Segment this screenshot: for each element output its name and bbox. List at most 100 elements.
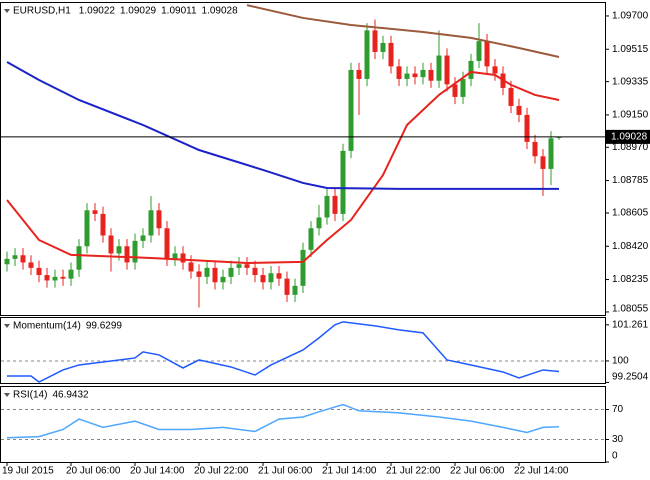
candle-body — [164, 228, 170, 259]
y-tick-label: 100 — [612, 356, 629, 367]
candle-body — [100, 213, 106, 236]
y-tick-label: 1.08420 — [612, 241, 649, 252]
candle-body — [300, 249, 306, 286]
candle-body — [260, 275, 266, 283]
candle-body — [172, 253, 178, 259]
candle-body — [228, 267, 234, 277]
candle-body — [12, 255, 18, 259]
x-tick-label: 22 Jul 06:00 — [450, 466, 505, 477]
candle-body — [92, 210, 98, 214]
candle-body — [348, 69, 354, 151]
header-value: 1.09028 — [202, 6, 239, 17]
x-tick-label: 20 Jul 22:00 — [194, 466, 249, 477]
candle-body — [148, 210, 154, 236]
x-tick-label: 19 Jul 2015 — [2, 466, 54, 477]
candle-body — [28, 262, 34, 268]
y-tick-label: 1.09150 — [612, 110, 649, 121]
candle-body — [308, 228, 314, 250]
candle-body — [340, 150, 346, 214]
plot — [1, 321, 605, 383]
header-value: 1.09011 — [161, 6, 197, 17]
candle-body — [76, 246, 82, 270]
candle-body — [556, 136, 562, 138]
indicator-line — [7, 321, 560, 383]
candle-body — [68, 269, 74, 279]
plot — [4, 4, 562, 308]
candle-body — [476, 41, 482, 61]
x-tick-label: 21 Jul 06:00 — [258, 466, 313, 477]
y-tick-label: 1.09515 — [612, 44, 649, 55]
indicator-value: 99.6299 — [86, 321, 123, 332]
moving-average — [246, 4, 560, 58]
panel-frame — [0, 317, 606, 384]
moving-average — [6, 70, 560, 265]
candle-body — [468, 60, 474, 79]
plot — [1, 403, 605, 440]
candle-body — [332, 195, 338, 214]
candle-body — [52, 276, 58, 281]
candle-body — [372, 30, 378, 52]
candle-body — [36, 267, 42, 276]
candle-body — [204, 267, 210, 277]
candle-body — [460, 78, 466, 97]
x-tick-label: 21 Jul 14:00 — [322, 466, 377, 477]
symbol-marker — [4, 9, 10, 13]
indicator-line — [6, 403, 560, 439]
candle-body — [116, 246, 122, 254]
candle-body — [236, 264, 242, 268]
candle-body — [60, 276, 66, 279]
header-value: 1.09029 — [120, 6, 157, 17]
y-tick-label: 1.08605 — [612, 208, 649, 219]
candle-body — [356, 69, 362, 79]
candle-body — [524, 114, 530, 142]
candle-body — [188, 262, 194, 272]
x-tick-label: 20 Jul 06:00 — [66, 466, 121, 477]
y-tick-label: 30 — [612, 434, 624, 445]
candle-body — [84, 210, 90, 247]
candle-body — [4, 258, 10, 265]
candle-body — [436, 55, 442, 81]
y-tick-label: 101.261 — [612, 319, 649, 330]
candle-body — [140, 235, 146, 241]
y-tick-label: 99.2504 — [612, 372, 649, 383]
candle-body — [124, 246, 130, 263]
candle-body — [292, 285, 298, 295]
candle-body — [484, 41, 490, 67]
y-tick-label: 1.08970 — [612, 142, 649, 153]
candle-body — [380, 42, 386, 52]
candle-body — [268, 273, 274, 283]
candle-body — [244, 264, 250, 268]
candle-body — [492, 66, 498, 74]
y-tick-label: 70 — [612, 404, 624, 415]
candle-body — [44, 275, 50, 281]
candle-body — [508, 87, 514, 106]
panel-frame — [0, 2, 606, 316]
chart-title: EURUSD,H1 — [13, 6, 71, 17]
y-tick-label: 1.09335 — [612, 76, 649, 87]
candle-body — [364, 30, 370, 79]
candle-body — [516, 105, 522, 115]
candle-body — [428, 69, 434, 81]
candle-body — [396, 66, 402, 79]
symbol-marker — [4, 324, 10, 328]
current-price-box — [606, 129, 650, 144]
y-tick-label: 1.08055 — [612, 304, 649, 315]
candle-body — [324, 195, 330, 218]
candle-body — [452, 84, 458, 97]
candle-body — [388, 42, 394, 67]
candle-body — [420, 69, 426, 78]
candle-body — [252, 267, 258, 276]
x-tick-label: 21 Jul 22:00 — [386, 466, 441, 477]
candle-body — [540, 156, 546, 169]
candle-body — [220, 276, 226, 283]
symbol-marker — [4, 393, 10, 397]
x-tick-label: 22 Jul 14:00 — [514, 466, 569, 477]
candle-body — [180, 253, 186, 263]
panel-frame — [0, 386, 606, 463]
candle-body — [548, 138, 554, 169]
current-price-label: 1.09028 — [611, 132, 648, 143]
y-tick-label: 1.08235 — [612, 274, 649, 285]
moving-average — [6, 61, 559, 190]
